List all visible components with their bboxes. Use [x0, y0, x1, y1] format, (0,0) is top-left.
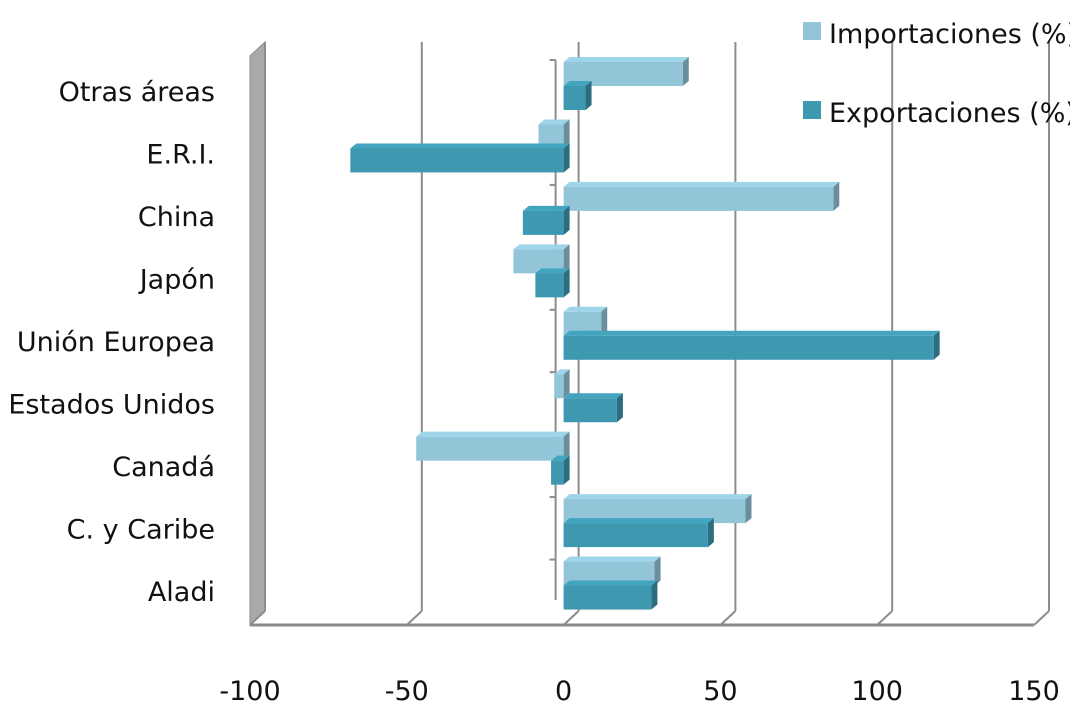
- x-tick-label: -50: [385, 676, 429, 707]
- bar-importaciones-canada: [416, 431, 570, 461]
- category-label-estados-unidos: Estados Unidos: [8, 389, 215, 420]
- category-label-aladi: Aladi: [148, 577, 215, 608]
- category-label-c-y-caribe: C. y Caribe: [67, 514, 215, 545]
- legend: Importaciones (%) Exportaciones (%): [803, 19, 1070, 129]
- tick-labels: -100 -50 0 50 100 150: [219, 676, 1059, 707]
- bar-importaciones-estados-unidos: [554, 369, 570, 399]
- x-tick-label: -100: [219, 676, 280, 707]
- category-label-otras-areas: Otras áreas: [59, 77, 215, 108]
- bar-importaciones-c-y-caribe: [563, 494, 752, 524]
- category-label-china: China: [138, 202, 215, 233]
- bar-importaciones-otras-areas: [563, 57, 689, 86]
- bar-exportaciones-japon: [535, 268, 570, 298]
- bar-exportaciones-e-r-i: [350, 143, 570, 173]
- bar-exportaciones-c-y-caribe: [563, 518, 714, 548]
- category-label-japon: Japón: [138, 265, 215, 296]
- category-label-union-europea: Unión Europea: [17, 327, 215, 358]
- gridline-floor: [1033, 610, 1050, 626]
- bar-exportaciones-aladi: [563, 580, 658, 610]
- gridline-floor: [406, 610, 423, 626]
- bar-exportaciones-estados-unidos: [563, 393, 623, 423]
- legend-swatch-exportaciones: [803, 101, 821, 119]
- gridline-floor: [249, 610, 266, 626]
- x-tick-label: 0: [555, 676, 572, 707]
- category-labels: Otras áreas E.R.I. China Japón Unión Europea…: [8, 77, 215, 608]
- bar-exportaciones-union-europea: [563, 330, 940, 360]
- gridline-floor: [876, 610, 893, 626]
- bar-exportaciones-otras-areas: [563, 81, 592, 110]
- bar-exportaciones-china: [522, 205, 570, 235]
- legend-swatch-importaciones: [803, 22, 821, 40]
- gridline-floor: [562, 610, 580, 626]
- bar-importaciones-japon: [513, 244, 570, 274]
- bar-exportaciones-canada: [551, 455, 570, 485]
- left-wall: [249, 40, 266, 627]
- category-label-canada: Canadá: [112, 452, 215, 483]
- legend-label-importaciones: Importaciones (%): [829, 19, 1070, 50]
- x-tick-label: 50: [703, 676, 737, 707]
- x-tick-label: 100: [851, 676, 903, 707]
- legend-label-exportaciones: Exportaciones (%): [829, 98, 1070, 129]
- bar-importaciones-china: [563, 181, 840, 211]
- category-label-e-r-i: E.R.I.: [146, 140, 215, 171]
- gridline-floor: [719, 610, 737, 626]
- x-tick-label: 150: [1008, 676, 1060, 707]
- bars: [350, 57, 940, 610]
